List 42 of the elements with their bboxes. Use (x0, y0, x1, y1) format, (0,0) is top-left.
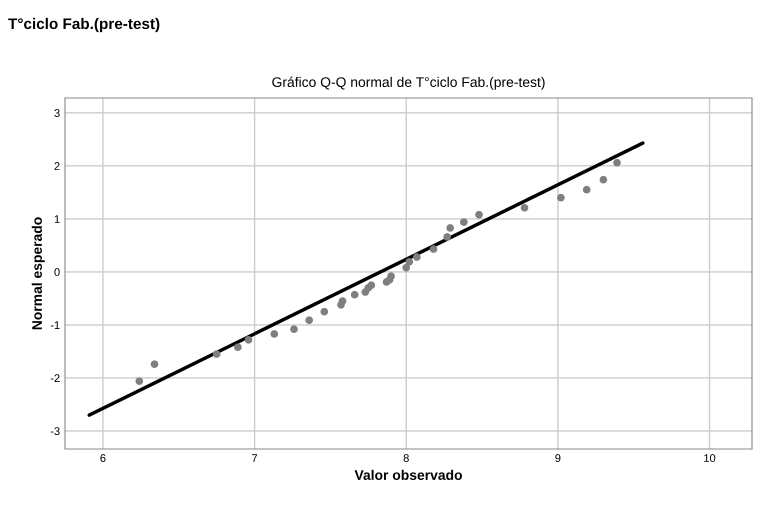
point (212, 350, 220, 358)
point (387, 272, 395, 280)
y-tick-label: 3 (54, 109, 60, 117)
x-tick-label: 6 (100, 454, 106, 462)
point (405, 258, 414, 266)
x-tick-label: 9 (555, 454, 560, 462)
point (320, 308, 328, 316)
y-tick-label: 2 (54, 162, 60, 170)
point (136, 377, 144, 385)
x-tick-label: 10 (704, 454, 716, 462)
x-tick-label: 8 (404, 454, 409, 462)
point (402, 264, 410, 272)
point (460, 218, 468, 226)
point (443, 233, 451, 241)
point (305, 316, 313, 324)
point (350, 290, 358, 299)
point (613, 158, 621, 166)
point (557, 194, 565, 202)
point (368, 281, 376, 289)
y-axis-title: Normal esperado (32, 217, 45, 330)
point (582, 186, 590, 194)
point (446, 224, 454, 232)
point (150, 360, 158, 368)
point (600, 176, 608, 184)
chart-title: T°ciclo Fab.(pre-test) (8, 18, 160, 32)
chart-subtitle: Gráfico Q-Q normal de T°ciclo Fab.(pre-test) (272, 76, 545, 90)
point (290, 325, 298, 333)
point (338, 297, 346, 305)
x-axis-title: Valor observado (354, 470, 462, 480)
y-tick-label: -1 (50, 321, 60, 329)
point (430, 245, 438, 253)
y-tick-label: -3 (50, 427, 60, 436)
y-tick-label: 0 (54, 268, 60, 276)
point (475, 210, 483, 218)
y-tick-label: 1 (54, 215, 60, 223)
point (244, 336, 252, 344)
x-tick-label: 7 (252, 454, 258, 462)
point (413, 253, 421, 261)
point (520, 204, 528, 212)
point (270, 330, 278, 338)
y-tick-label: -2 (50, 374, 60, 382)
point (234, 343, 242, 352)
